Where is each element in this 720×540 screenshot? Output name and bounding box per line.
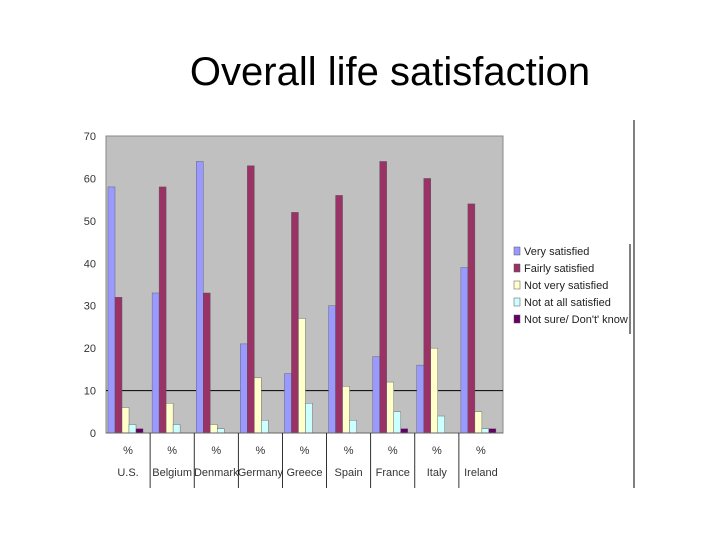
y-tick-label: 30 [84,301,96,313]
bar [342,386,350,434]
bar [393,411,401,434]
bar [254,377,262,434]
y-tick-label: 50 [84,216,96,228]
bar [121,407,130,434]
bar [386,381,394,434]
bar [210,424,218,434]
bar [107,186,116,434]
x-unit-label: % [255,445,265,457]
legend-swatch [513,263,521,273]
bar [135,428,144,434]
x-tick-label: Italy [427,467,448,479]
x-tick-label: Ireland [464,467,498,479]
bar [247,165,255,434]
bar [217,428,225,434]
bar [261,420,269,434]
bar [372,356,380,434]
x-tick-label: Greece [286,467,322,479]
bar [400,428,408,434]
bar [467,203,476,434]
x-unit-label: % [432,445,442,457]
bar [240,343,248,434]
bar [328,305,336,434]
bar [203,292,211,434]
x-tick-label: U.S. [117,467,138,479]
y-tick-label: 60 [84,173,96,185]
legend-label: Not at all satisfied [524,297,611,309]
bar [114,297,123,434]
legend-label: Not sure/ Don't' know [524,314,628,326]
bar [437,415,445,434]
bar [416,364,424,434]
y-tick-label: 70 [84,131,96,143]
y-tick-label: 10 [84,386,96,398]
x-unit-label: % [300,445,310,457]
y-tick-label: 40 [84,258,96,270]
bar [165,403,174,434]
bar [305,403,313,434]
x-unit-label: % [476,445,486,457]
bar [379,161,387,434]
bar [488,428,497,434]
bar [335,195,343,434]
bar [349,420,357,434]
bar [430,347,438,434]
x-tick-label: Germany [238,467,284,479]
slide-title: Overall life satisfaction [189,50,591,94]
bar [151,292,160,434]
x-tick-label: Belgium [152,467,192,479]
y-tick-label: 0 [90,428,96,440]
bar [158,186,167,434]
x-unit-label: % [123,445,133,457]
x-unit-label: % [388,445,398,457]
x-unit-label: % [211,445,221,457]
legend-label: Fairly satisfied [524,263,594,275]
bar [481,428,490,434]
legend-swatch [513,314,521,324]
legend-label: Very satisfied [524,246,589,258]
bar [474,411,483,434]
bar [128,424,137,434]
bar [460,267,469,434]
bar [298,318,306,434]
x-tick-label: Denmark [194,467,239,479]
bar [291,212,299,434]
legend-label: Not very satisfied [524,280,608,292]
bar [196,161,204,434]
legend-swatch [513,280,521,290]
y-tick-label: 20 [84,343,96,355]
x-tick-label: Spain [335,467,363,479]
legend-swatch [513,297,521,307]
x-unit-label: % [344,445,354,457]
bar [284,373,292,434]
bar [423,178,431,434]
x-unit-label: % [167,445,177,457]
x-tick-label: France [376,467,410,479]
bar [172,424,181,434]
legend-swatch [513,246,521,256]
